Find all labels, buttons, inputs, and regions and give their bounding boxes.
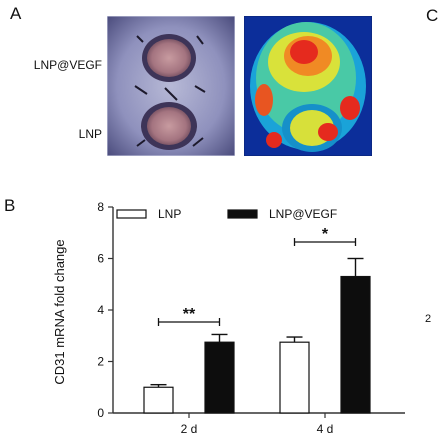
- legend-swatch: [116, 209, 147, 219]
- bar-lnp: [143, 386, 174, 414]
- perfusion-heatmap: [244, 16, 372, 156]
- bar-lnp-vegf: [340, 275, 371, 414]
- y-tick-label: 6: [97, 252, 104, 266]
- legend-swatch: [227, 209, 258, 219]
- bar-lnp: [279, 341, 310, 414]
- x-tick-label: 2 d: [181, 422, 198, 436]
- panel-letter-b: B: [4, 196, 16, 215]
- y-tick-label: 8: [97, 200, 104, 214]
- y-tick-label: 4: [97, 303, 104, 317]
- side-tick-label: 2: [425, 313, 432, 325]
- image-label-lnp-vegf: LNP@VEGF: [33, 58, 102, 72]
- image-label-lnp: LNP: [78, 127, 102, 141]
- bar-lnp-vegf: [204, 341, 235, 414]
- x-tick-label: 4 d: [317, 422, 334, 436]
- panel-letter-c: C: [426, 6, 439, 25]
- y-tick-label: 2: [97, 355, 104, 369]
- wound-photo: [107, 16, 235, 156]
- legend-label: LNP: [158, 207, 181, 221]
- y-tick-label: 0: [97, 406, 104, 420]
- significance-label: **: [183, 306, 196, 323]
- legend-label: LNP@VEGF: [269, 207, 337, 221]
- panel-letter-a: A: [10, 4, 22, 23]
- y-axis-label: CD31 mRNA fold change: [52, 239, 67, 384]
- significance-label: *: [322, 226, 329, 243]
